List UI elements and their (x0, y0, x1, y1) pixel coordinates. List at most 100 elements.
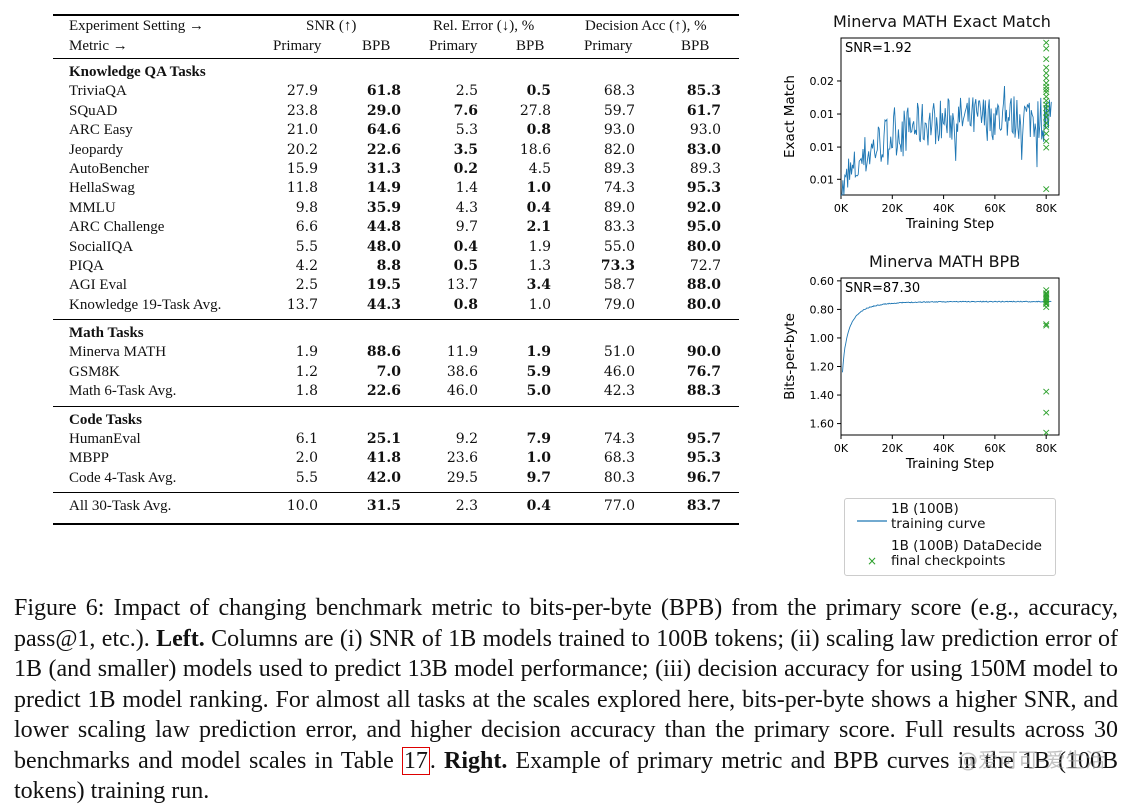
table-cell: 14.9 (366, 180, 401, 197)
table-cell: 7.9 (526, 431, 551, 448)
row-label: Math 6-Task Avg. (69, 383, 177, 400)
section-heading: Knowledge QA Tasks (53, 63, 739, 82)
checkpoint-marker: × (1042, 86, 1051, 99)
row-label: PIQA (69, 257, 105, 274)
snr-annotation: SNR=87.30 (845, 281, 920, 296)
table-cell: 95.3 (686, 180, 721, 197)
table-cell: 22.6 (366, 383, 401, 400)
table-cell: 2.5 (455, 83, 478, 100)
table-cell: 6.1 (295, 431, 318, 448)
table-cell: 95.3 (686, 450, 721, 467)
section-rule (53, 319, 739, 321)
legend-marker-label: 1B (100B) DataDecide final checkpoints (891, 539, 1042, 569)
header-col-bpb-1: BPB (362, 38, 391, 54)
table-cell: 42.0 (366, 469, 401, 486)
checkpoint-marker: × (1042, 319, 1051, 332)
table-cell: 90.0 (686, 344, 721, 361)
table-cell: 5.3 (455, 122, 478, 139)
table-cell: 73.3 (600, 257, 635, 274)
legend-swatches: × (857, 520, 887, 568)
x-tick-label: 80K (1036, 442, 1058, 455)
row-label: Jeopardy (69, 141, 124, 158)
table-cell: 20.2 (286, 141, 318, 158)
table-cell: 15.9 (286, 160, 318, 177)
chart-exact-match: 0K 20K 40K 60K 80K 0.01 0.01 0.01 0.02 Training S… (782, 36, 1060, 232)
table-cell: 95.7 (686, 431, 721, 448)
table-cell: 76.7 (686, 363, 721, 380)
checkpoint-marker: × (1042, 127, 1051, 140)
table-cell: 1.0 (526, 450, 551, 467)
table-row: Knowledge 19-Task Avg. 13.7 44.3 0.8 1.0 79.0… (53, 296, 739, 315)
table-cell: 1.8 (295, 383, 318, 400)
y-tick-label: 1.60 (810, 418, 835, 431)
x-tick-label: 60K (984, 202, 1006, 215)
checkpoint-marker: × (1042, 77, 1051, 90)
table-cell: 59.7 (603, 102, 635, 119)
training-curve (842, 300, 1052, 373)
legend-line-label-1: 1B (100B) (891, 501, 959, 517)
table-body: Knowledge QA Tasks TriviaQA 27.9 61.8 2.5 0.5… (53, 63, 739, 523)
table-cell: 0.8 (453, 296, 478, 313)
table-cell: 0.8 (526, 122, 551, 139)
x-axis-label: Training Step (905, 216, 994, 232)
checkpoint-marker: × (1042, 61, 1051, 74)
table-row: AGI Eval 2.5 19.5 13.7 3.4 58.7 88.0 (53, 276, 739, 295)
row-label: All 30-Task Avg. (69, 498, 172, 515)
checkpoint-marker: × (1042, 182, 1051, 195)
chart-legend: × 1B (100B) training curve 1B (100B) Dat… (844, 498, 1056, 576)
header-experiment-setting: Experiment Setting → (69, 18, 204, 34)
table-cell: 21.0 (286, 122, 318, 139)
table-cell: 74.3 (603, 431, 635, 448)
table-header-row-2: Metric → Primary BPB Primary BPB Primary… (53, 36, 739, 58)
caption-fig-number: Figure 6: (14, 595, 105, 621)
checkpoint-marker: × (1042, 295, 1051, 308)
table-row: HellaSwag 11.8 14.9 1.4 1.0 74.3 95.3 (53, 179, 739, 198)
caption-part-3: . (429, 747, 445, 774)
section-heading: Code Tasks (53, 411, 739, 430)
header-snr: SNR (↑) (306, 18, 357, 34)
table-cell: 80.0 (686, 238, 721, 255)
table-cell: 96.7 (686, 469, 721, 486)
checkpoint-marker: × (1042, 426, 1051, 439)
caption-table-ref[interactable]: 17 (401, 746, 430, 775)
watermark: @爱可可-爱生活 (958, 748, 1106, 772)
checkpoint-marker: × (1042, 98, 1051, 111)
table-row: TriviaQA 27.9 61.8 2.5 0.5 68.3 85.3 (53, 82, 739, 101)
chart2-title: Minerva MATH BPB (869, 252, 1021, 271)
table-cell: 46.0 (603, 363, 635, 380)
caption-part-2: Columns are (i) SNR of 1B models trained… (14, 625, 1118, 774)
header-col-bpb-3: BPB (681, 38, 710, 54)
table-cell: 61.8 (366, 83, 401, 100)
snr-annotation: SNR=1.92 (845, 41, 912, 56)
x-axis-label: Training Step (905, 456, 994, 472)
row-label: SQuAD (69, 102, 118, 119)
caption-right-label: Right. (444, 747, 508, 774)
caption-part-1: Impact of changing benchmark metric to b… (14, 595, 1118, 652)
table-cell: 58.7 (603, 277, 635, 294)
table-row: Math 6-Task Avg. 1.8 22.6 46.0 5.0 42.3 88.3 (53, 382, 739, 401)
table-cell: 89.0 (603, 199, 635, 216)
y-tick-label: 0.01 (810, 108, 835, 121)
chart1-title: Minerva MATH Exact Match (833, 12, 1051, 31)
table-cell: 92.0 (686, 199, 721, 216)
table-cell: 68.3 (603, 83, 635, 100)
table-cell: 29.0 (366, 102, 401, 119)
table-cell: 9.8 (295, 199, 318, 216)
row-label: AGI Eval (69, 277, 127, 294)
table-cell: 3.4 (526, 277, 551, 294)
table-cell: 93.0 (689, 122, 721, 139)
section-title: Knowledge QA Tasks (69, 64, 206, 80)
checkpoint-marker: × (1042, 141, 1051, 154)
x-tick-label: 60K (984, 442, 1006, 455)
checkpoint-marker: × (1042, 36, 1051, 49)
table-cell: 44.8 (366, 219, 401, 236)
table-row: AutoBencher 15.9 31.3 0.2 4.5 89.3 89.3 (53, 160, 739, 179)
table-cell: 13.7 (446, 277, 478, 294)
checkpoint-marker: × (1042, 94, 1051, 107)
section-rule (53, 492, 739, 494)
plot-frame (840, 37, 1060, 196)
y-tick-label: 0.80 (810, 303, 835, 316)
results-table: Experiment Setting → SNR (↑) Rel. Error … (53, 14, 739, 525)
training-curve (841, 85, 1052, 196)
table-cell: 95.0 (686, 219, 721, 236)
